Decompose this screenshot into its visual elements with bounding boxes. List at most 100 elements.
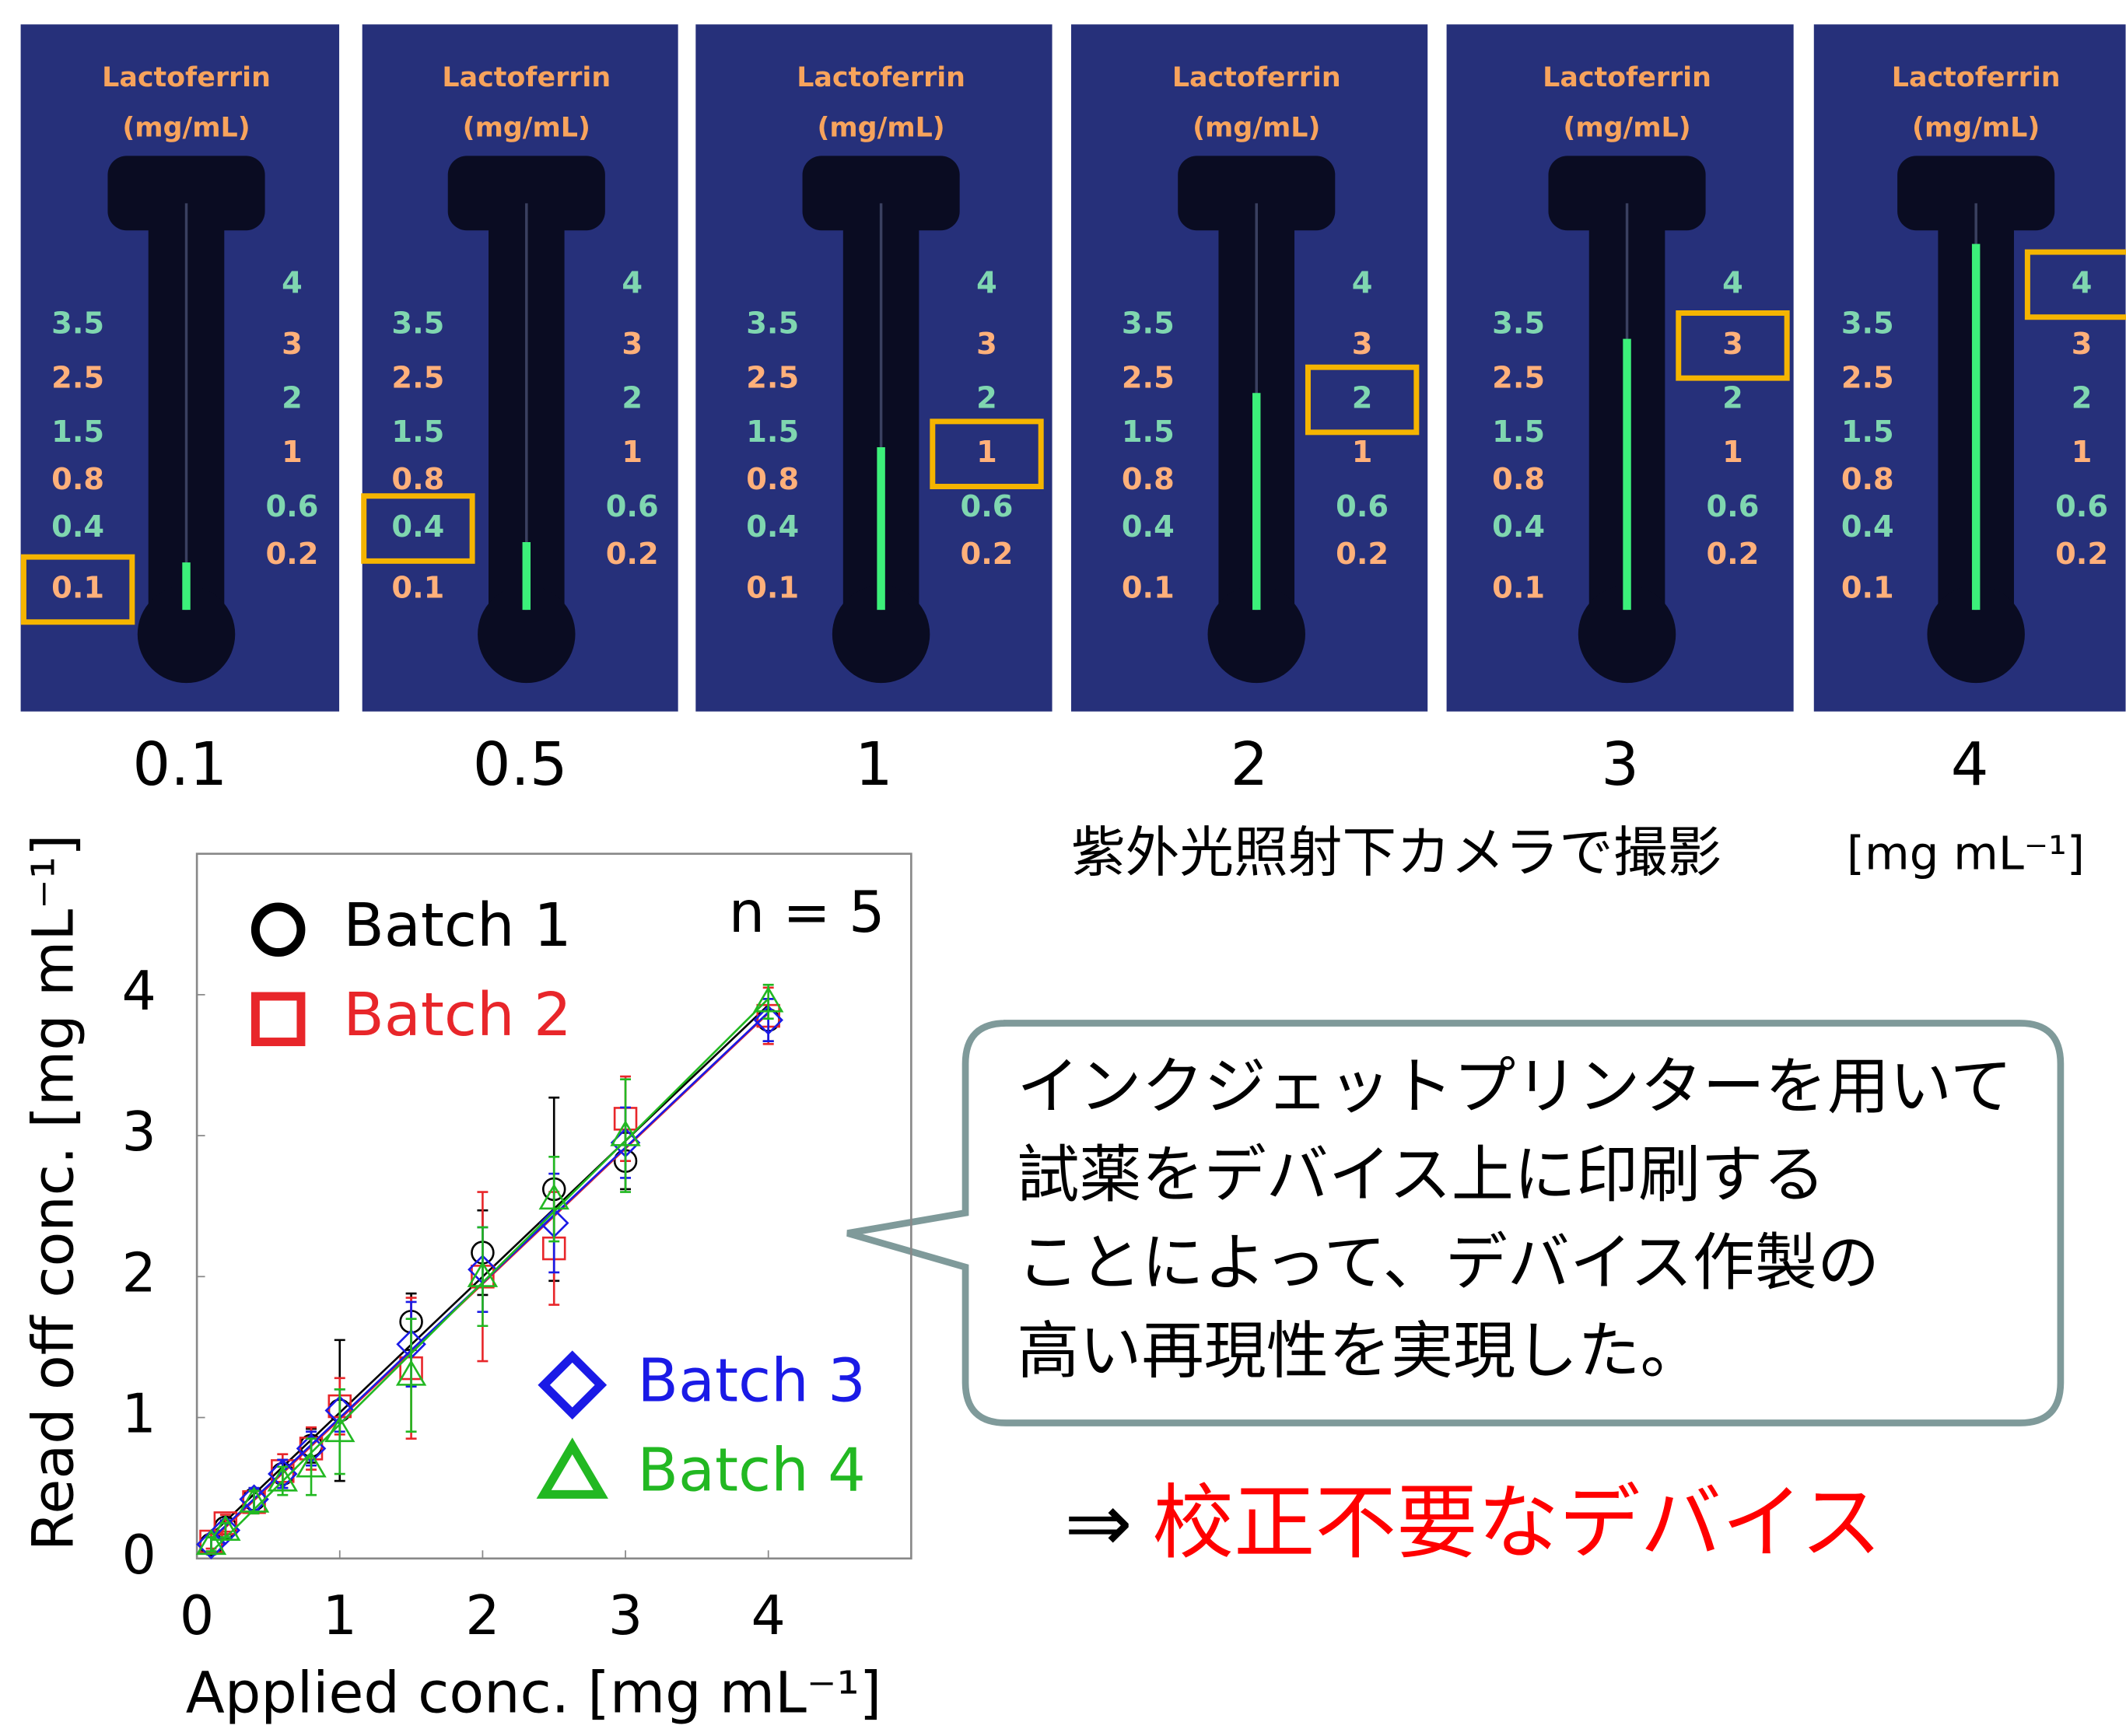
scale-label: 0.1 <box>1492 570 1545 605</box>
legend-label: Batch 3 <box>637 1347 865 1416</box>
x-tick-label: 0 <box>180 1584 214 1647</box>
scale-label: 3.5 <box>391 306 444 341</box>
scale-label: 4 <box>976 265 997 300</box>
photo-label: 3 <box>1601 730 1639 800</box>
scale-label: 0.4 <box>391 509 444 544</box>
scale-label: 0.2 <box>961 537 1014 572</box>
scale-label: 2 <box>622 381 643 416</box>
scale-label: 0.8 <box>1122 462 1175 497</box>
scale-label: 3 <box>282 327 303 362</box>
scale-label: 0.4 <box>51 509 104 544</box>
scale-label: 1 <box>622 435 643 470</box>
bubble-line: 高い再現性を実現した。 <box>1017 1314 1702 1387</box>
scale-label: 0.2 <box>1706 537 1759 572</box>
scale-label: 2.5 <box>1122 360 1175 395</box>
photo-title: Lactoferrin <box>1543 62 1711 93</box>
conclusion-arrow: ⇒ <box>1064 1475 1133 1570</box>
scale-label: 0.6 <box>2055 489 2108 524</box>
x-tick-label: 1 <box>323 1584 357 1647</box>
scale-label: 3 <box>1352 327 1373 362</box>
scale-label: 1.5 <box>1841 415 1894 450</box>
scale-label: 4 <box>282 265 303 300</box>
scale-label: 2 <box>282 381 303 416</box>
scale-label: 2.5 <box>746 360 799 395</box>
photo-unit: (mg/mL) <box>1563 113 1690 144</box>
scale-label: 4 <box>1722 265 1743 300</box>
bubble-line: ことによって、デバイス作製の <box>1017 1227 1879 1299</box>
scale-label: 0.8 <box>391 462 444 497</box>
photo-label: 4 <box>1951 730 1989 800</box>
scale-label: 0.6 <box>961 489 1014 524</box>
scale-label: 3 <box>976 327 997 362</box>
scale-label: 3 <box>622 327 643 362</box>
scale-label: 0.4 <box>746 509 799 544</box>
scale-label: 1.5 <box>51 415 104 450</box>
scale-label: 2.5 <box>1492 360 1545 395</box>
figure: ⇒ 校正不要なデバイス 紫外光照射下カメラで撮影 [mg mL⁻¹] Lacto… <box>0 0 2126 1736</box>
scale-label: 2 <box>1722 381 1743 416</box>
scale-label: 0.1 <box>1122 570 1175 605</box>
photo-unit: (mg/mL) <box>463 113 590 144</box>
bubble-line: 試薬をデバイス上に印刷する <box>1017 1139 1825 1211</box>
scale-label: 0.1 <box>391 570 444 605</box>
scale-label: 1 <box>282 435 303 470</box>
x-tick-label: 4 <box>751 1584 786 1647</box>
scale-label: 0.6 <box>265 489 318 524</box>
photo-title: Lactoferrin <box>797 62 965 93</box>
legend-label: Batch 4 <box>637 1437 865 1506</box>
x-tick-label: 3 <box>608 1584 643 1647</box>
scale-label: 3.5 <box>51 306 104 341</box>
y-tick-label: 2 <box>121 1241 156 1304</box>
photo-unit: (mg/mL) <box>817 113 944 144</box>
scale-label: 2.5 <box>51 360 104 395</box>
photo-caption: 紫外光照射下カメラで撮影 <box>1071 821 1721 884</box>
legend-label: Batch 2 <box>343 981 572 1050</box>
scale-label: 3.5 <box>1841 306 1894 341</box>
scale-label: 0.1 <box>51 570 104 605</box>
scale-label: 0.2 <box>265 537 318 572</box>
y-tick-label: 4 <box>121 960 156 1023</box>
photo-label: 0.1 <box>132 730 227 800</box>
scale-label: 0.2 <box>606 537 659 572</box>
scale-label: 2 <box>2072 381 2093 416</box>
legend-label: Batch 1 <box>343 891 572 961</box>
scale-label: 2.5 <box>1841 360 1894 395</box>
scale-label: 2 <box>976 381 997 416</box>
photo-unit: (mg/mL) <box>122 113 250 144</box>
photo-title: Lactoferrin <box>1892 62 2061 93</box>
scale-label: 4 <box>622 265 643 300</box>
scale-label: 0.4 <box>1122 509 1175 544</box>
scale-label: 0.1 <box>1841 570 1894 605</box>
legend-marker <box>255 907 301 953</box>
scale-label: 1 <box>976 435 997 470</box>
scale-label: 0.4 <box>1841 509 1894 544</box>
photo-unit: (mg/mL) <box>1193 113 1320 144</box>
scale-label: 0.6 <box>1336 489 1389 524</box>
scale-label: 0.1 <box>746 570 799 605</box>
scale-label: 0.8 <box>746 462 799 497</box>
scale-label: 1.5 <box>391 415 444 450</box>
scale-label: 0.2 <box>1336 537 1389 572</box>
photo-label: 2 <box>1231 730 1269 800</box>
scale-label: 1.5 <box>1492 415 1545 450</box>
scale-label: 1 <box>1722 435 1743 470</box>
scale-label: 4 <box>1352 265 1373 300</box>
photo-label: 1 <box>855 730 893 800</box>
bubble-line: インクジェットプリンターを用いて <box>1017 1051 2012 1123</box>
photo-caption-unit: [mg mL⁻¹] <box>1847 826 2085 880</box>
scale-label: 1.5 <box>746 415 799 450</box>
scale-label: 0.8 <box>1841 462 1894 497</box>
scale-label: 0.2 <box>2055 537 2108 572</box>
y-tick-label: 3 <box>121 1101 156 1164</box>
scale-label: 1 <box>1352 435 1373 470</box>
y-tick-label: 0 <box>121 1524 156 1587</box>
photo-label: 0.5 <box>473 730 568 800</box>
scale-label: 0.8 <box>1492 462 1545 497</box>
photo-title: Lactoferrin <box>1172 62 1341 93</box>
y-axis-label: Read off conc. [mg mL⁻¹] <box>21 834 87 1551</box>
scale-label: 0.6 <box>1706 489 1759 524</box>
conclusion-text: 校正不要なデバイス <box>1152 1475 1882 1570</box>
scale-label: 2 <box>1352 381 1373 416</box>
x-axis-label: Applied conc. [mg mL⁻¹] <box>186 1660 882 1726</box>
scale-label: 3 <box>1722 327 1743 362</box>
